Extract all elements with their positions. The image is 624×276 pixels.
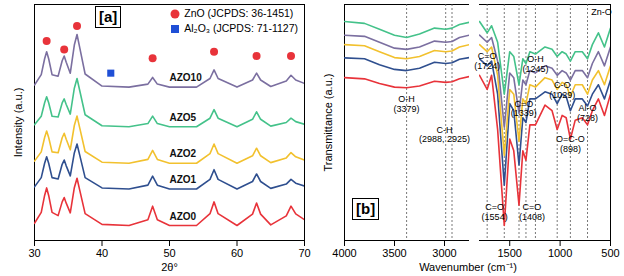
svg-text:C=O(1408): C=O(1408) — [519, 202, 545, 222]
svg-text:Intensity (a.u.): Intensity (a.u.) — [12, 88, 24, 158]
svg-text:O-H(3379): O-H(3379) — [394, 94, 420, 114]
svg-text:C=O(1724): C=O(1724) — [474, 51, 500, 71]
svg-text:500: 500 — [601, 247, 619, 259]
svg-text:Zn-O: Zn-O — [591, 7, 612, 17]
svg-text:AZO0: AZO0 — [170, 211, 197, 222]
svg-text:C-O(1029): C-O(1029) — [549, 80, 575, 100]
svg-text:60: 60 — [231, 247, 243, 259]
svg-text:50: 50 — [163, 247, 175, 259]
svg-text:AZO1: AZO1 — [170, 174, 197, 185]
svg-text:O-H(1245): O-H(1245) — [522, 54, 548, 74]
svg-text:C=O(1339): C=O(1339) — [511, 99, 537, 119]
html-text:Wavenumber (cm⁻¹): Wavenumber (cm⁻¹) — [419, 261, 517, 273]
svg-text:30: 30 — [28, 247, 40, 259]
html-text:Al₂O₃ (JCPDS: 71-1127): Al₂O₃ (JCPDS: 71-1127) — [184, 22, 298, 34]
svg-text:C-H(2988, 2925): C-H(2988, 2925) — [419, 125, 470, 145]
html-text:ZnO (JCPDS: 36-1451): ZnO (JCPDS: 36-1451) — [184, 7, 294, 19]
svg-text:3000: 3000 — [432, 247, 456, 259]
svg-text:1500: 1500 — [497, 247, 521, 259]
svg-text:70: 70 — [298, 247, 310, 259]
svg-text:AZO10: AZO10 — [170, 72, 203, 83]
svg-text:AZO5: AZO5 — [170, 112, 197, 123]
svg-text:1000: 1000 — [548, 247, 572, 259]
svg-text:Al-O(728): Al-O(728) — [577, 103, 598, 123]
svg-text:2θ°: 2θ° — [161, 261, 178, 273]
svg-text:Transmittance (a.u.): Transmittance (a.u.) — [322, 73, 334, 171]
svg-text:40: 40 — [96, 247, 108, 259]
svg-text:4000: 4000 — [332, 247, 356, 259]
html-text:[a]: [a] — [99, 8, 118, 25]
svg-text:AZO2: AZO2 — [170, 148, 197, 159]
svg-text:O=C-O(898): O=C-O(898) — [556, 134, 585, 154]
svg-text:C=O(1554): C=O(1554) — [482, 202, 508, 222]
html-text:[b]: [b] — [356, 200, 376, 217]
svg-text:3500: 3500 — [382, 247, 406, 259]
